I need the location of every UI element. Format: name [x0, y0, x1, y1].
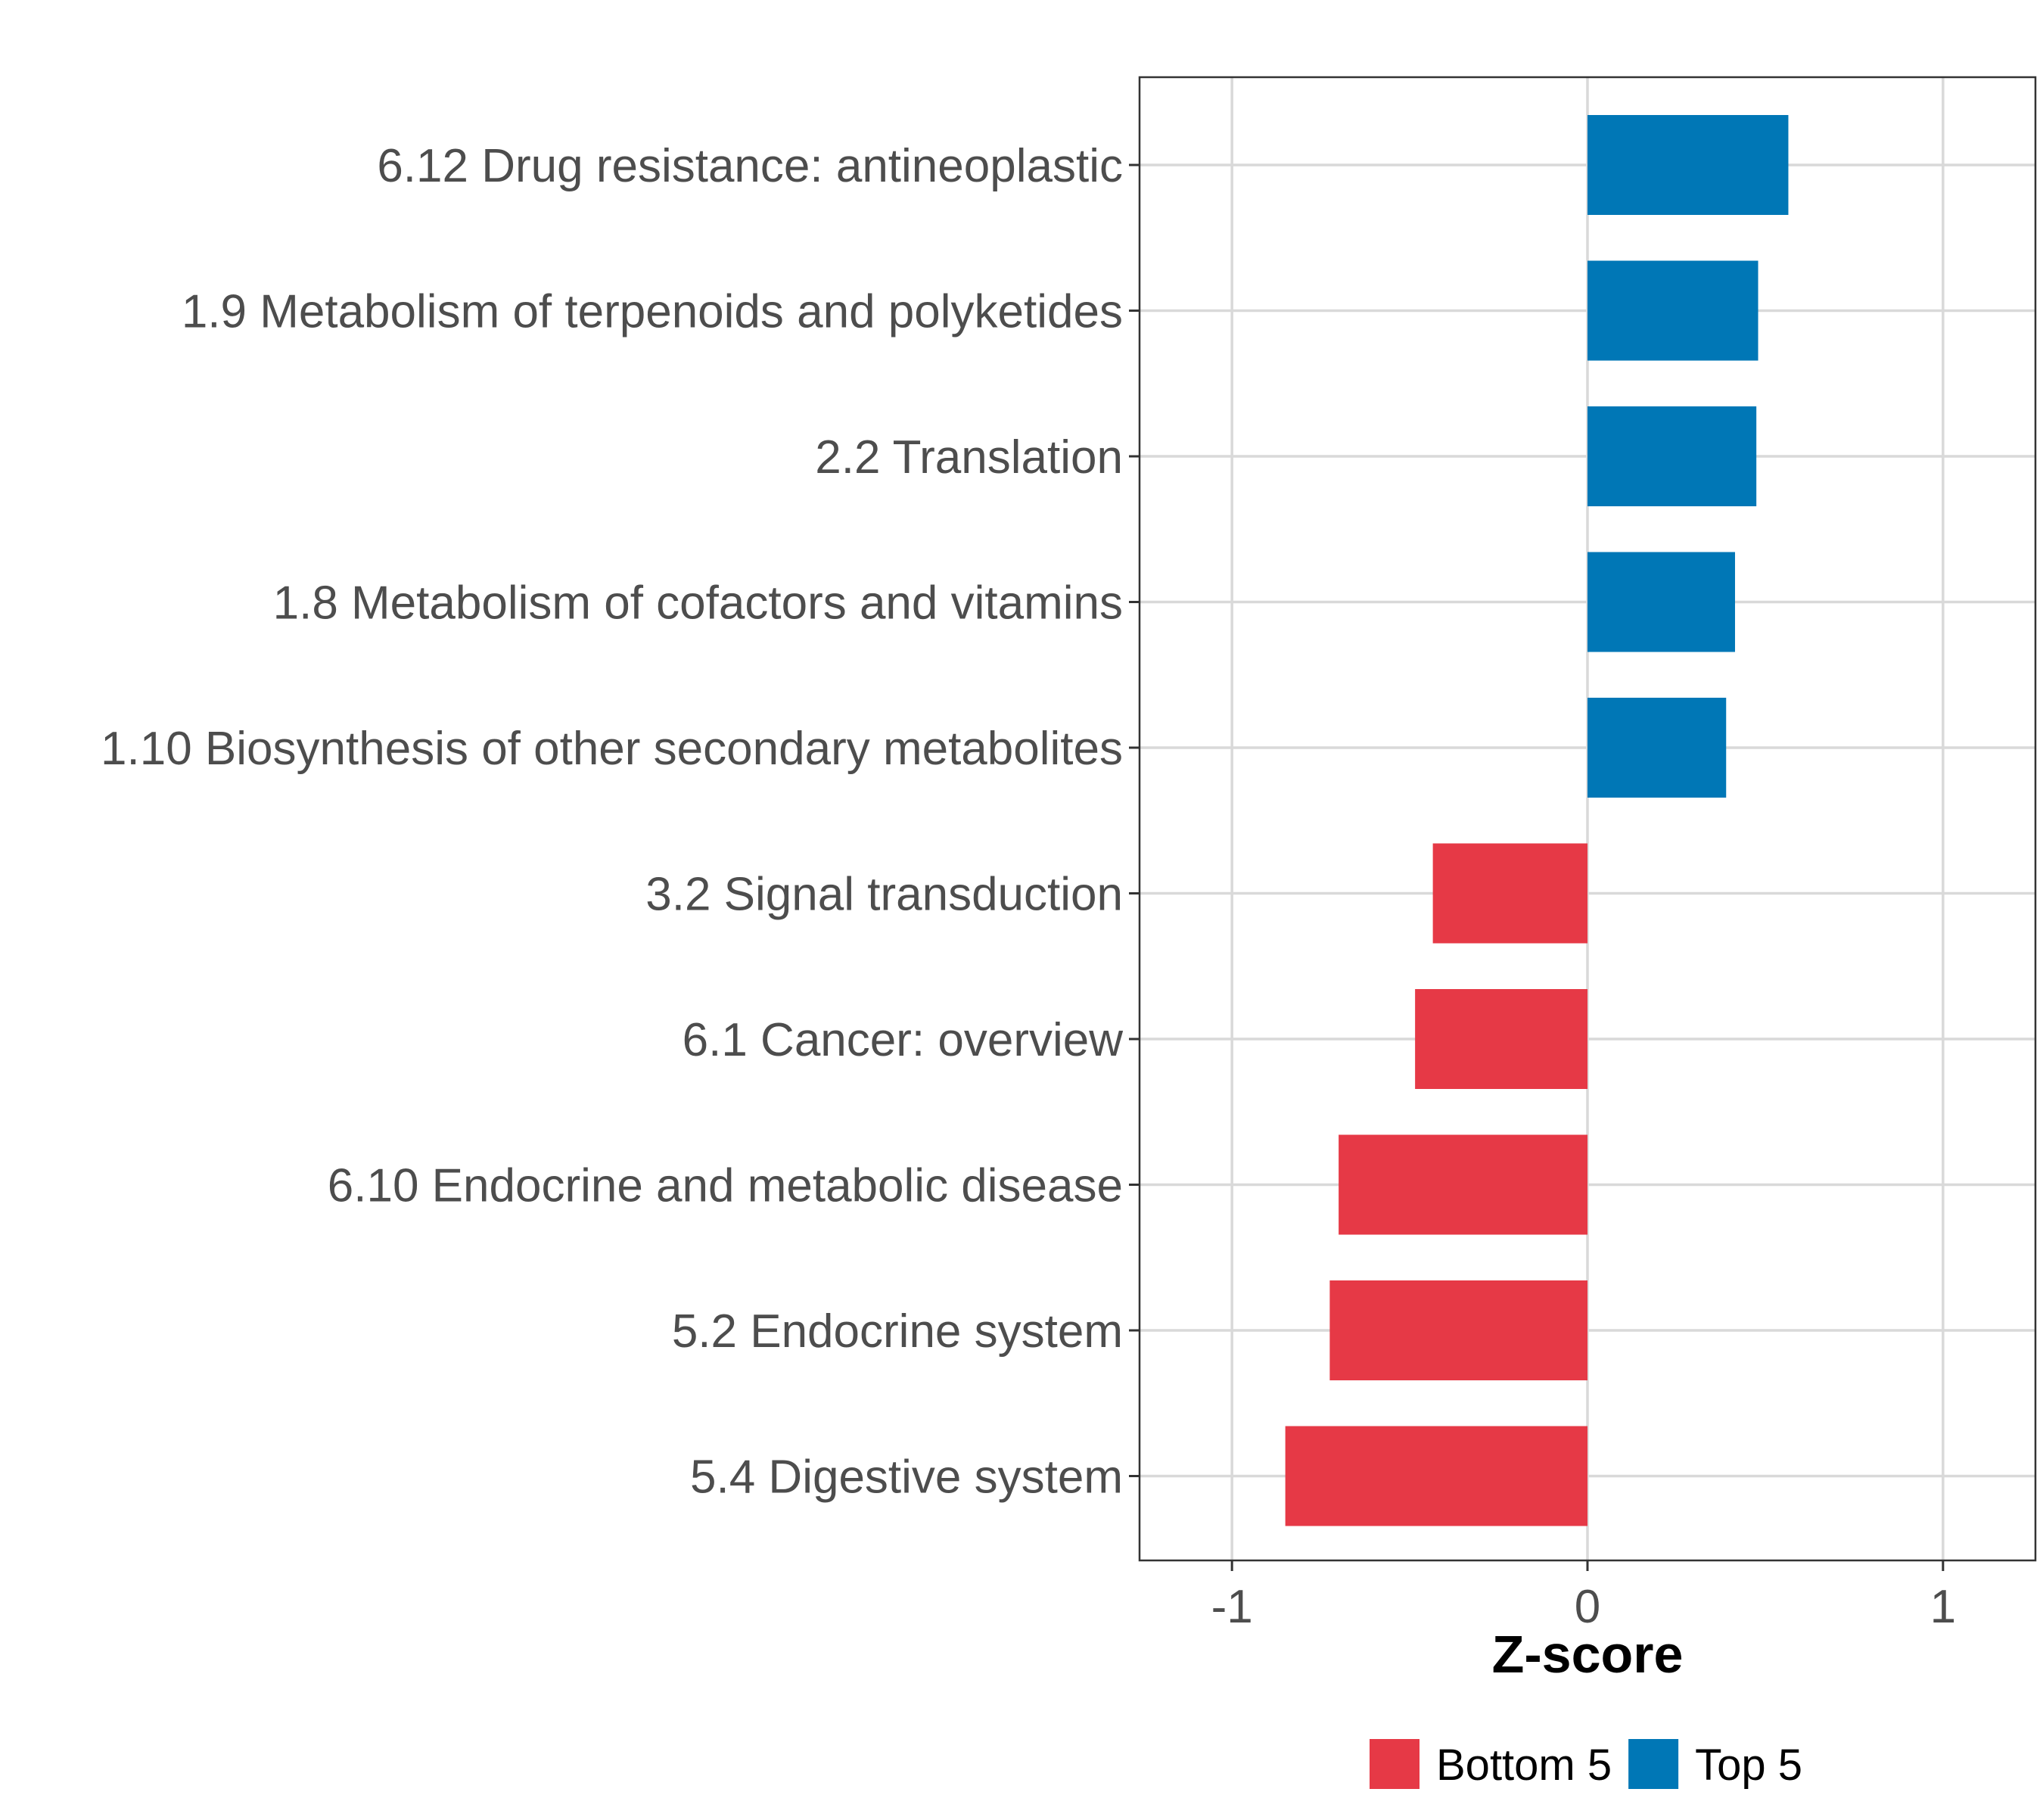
y-tick-label-1: 1.9 Metabolism of terpenoids and polyket… [182, 286, 1123, 338]
bar-2 [1587, 406, 1757, 506]
x-axis-title: Z-score [1492, 1625, 1684, 1684]
bar-layer [1285, 115, 1789, 1526]
legend-key-1 [1628, 1739, 1679, 1789]
y-tick-label-5: 3.2 Signal transduction [645, 869, 1123, 921]
y-tick-label-4: 1.10 Biosynthesis of other secondary met… [101, 723, 1123, 775]
y-tick-label-3: 1.8 Metabolism of cofactors and vitamins [273, 577, 1123, 630]
x-tick-label-2: 1 [1930, 1581, 1956, 1633]
bar-7 [1339, 1134, 1587, 1235]
bar-8 [1329, 1280, 1587, 1380]
bar-6 [1415, 989, 1587, 1089]
y-tick-label-2: 2.2 Translation [815, 431, 1123, 484]
y-tick-label-6: 6.1 Cancer: overview [683, 1014, 1124, 1066]
y-tick-label-8: 5.2 Endocrine system [672, 1305, 1123, 1358]
y-tick-label-9: 5.4 Digestive system [690, 1451, 1123, 1504]
bar-0 [1587, 115, 1789, 215]
legend: Bottom 5 Top 5 [1370, 1739, 1802, 1790]
bar-5 [1432, 843, 1587, 944]
bar-1 [1587, 260, 1758, 361]
y-axis-ticks: 6.12 Drug resistance: antineoplastic 1.9 … [101, 140, 1140, 1504]
bar-4 [1587, 698, 1727, 798]
y-tick-label-7: 6.10 Endocrine and metabolic disease [328, 1160, 1123, 1212]
legend-key-0 [1370, 1739, 1420, 1789]
x-tick-label-1: 0 [1575, 1581, 1600, 1633]
bar-3 [1587, 552, 1735, 652]
x-tick-label-0: -1 [1211, 1581, 1253, 1633]
legend-label-0: Bottom 5 [1436, 1741, 1612, 1790]
y-tick-label-0: 6.12 Drug resistance: antineoplastic [377, 140, 1123, 192]
legend-label-1: Top 5 [1695, 1741, 1802, 1790]
bar-9 [1285, 1426, 1587, 1526]
x-axis-ticks: -1 0 1 [1211, 1560, 1956, 1633]
